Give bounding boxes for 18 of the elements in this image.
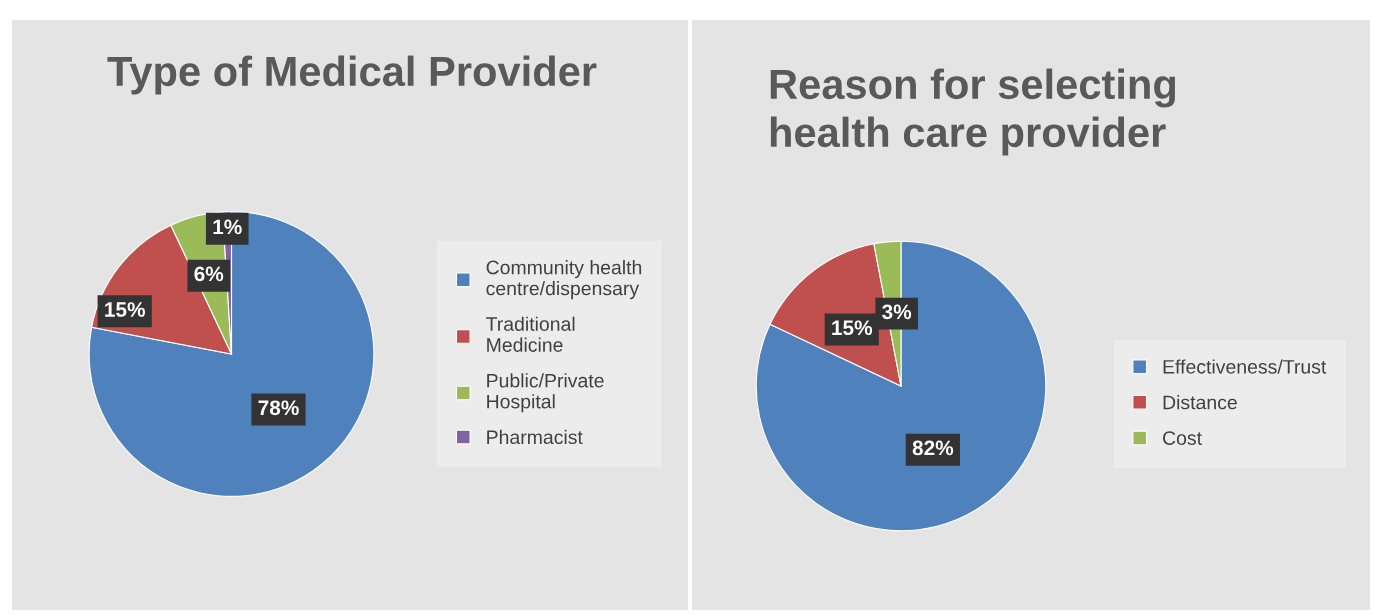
chart-title: Type of Medical Provider [107, 55, 597, 95]
data-label: 15% [105, 302, 145, 317]
legend-label: Cost [1163, 431, 1202, 445]
pie-slice [88, 211, 375, 497]
legend-label: Community health centre/dispensary [486, 260, 642, 300]
chart-title: Reason for selecting health care provider [770, 68, 1176, 156]
legend-label: Pharmacist [487, 429, 583, 445]
legend-label: Effectiveness/Trust [1163, 359, 1327, 374]
data-label: 1% [213, 219, 242, 235]
data-label: 3% [882, 304, 912, 320]
data-label: 15% [832, 320, 873, 336]
data-label: 78% [258, 400, 299, 416]
data-label: 6% [194, 266, 224, 282]
data-label: 82% [912, 440, 954, 456]
legend-label: Public/Private Hospital [487, 373, 604, 413]
legend-label: Traditional Medicine [486, 316, 575, 352]
legend-label: Distance [1163, 395, 1237, 410]
pie-slice [755, 240, 1047, 532]
